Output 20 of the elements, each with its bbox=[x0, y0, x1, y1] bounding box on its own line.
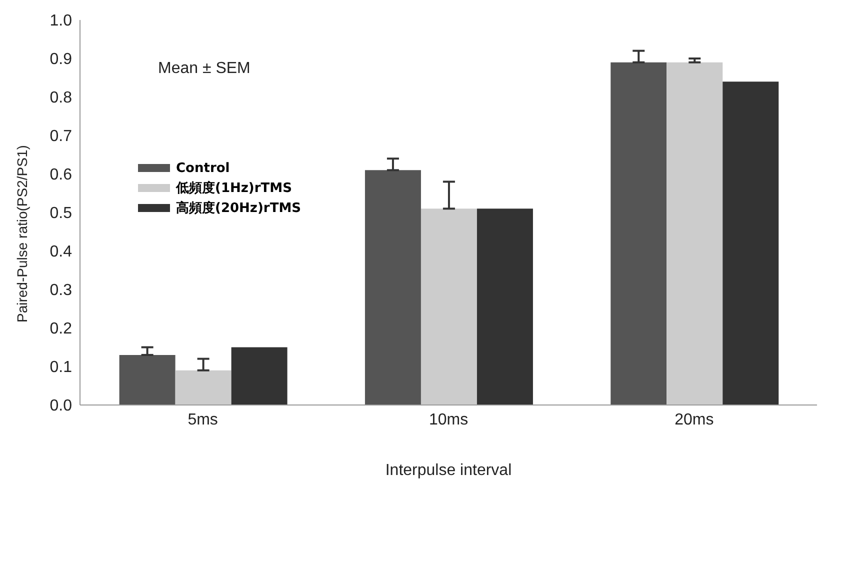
y-tick-label: 0.7 bbox=[50, 128, 72, 146]
y-tick-label: 0.3 bbox=[50, 282, 72, 300]
legend-label: 低頻度(1Hz)rTMS bbox=[176, 180, 292, 197]
y-tick-label: 1.0 bbox=[50, 12, 72, 30]
legend-label: 高頻度(20Hz)rTMS bbox=[176, 200, 301, 217]
x-tick-label: 10ms bbox=[428, 411, 468, 428]
x-tick-label: 5ms bbox=[188, 411, 218, 428]
legend-label: Control bbox=[176, 160, 230, 176]
x-tick-label: 20ms bbox=[674, 411, 714, 428]
y-tick-label: 0.2 bbox=[50, 320, 72, 338]
y-tick-label: 0.4 bbox=[50, 244, 72, 261]
y-tick-label: 0.8 bbox=[50, 90, 72, 107]
y-tick-label: 0.1 bbox=[50, 359, 72, 376]
y-tick-label: 0.9 bbox=[50, 51, 72, 68]
x-axis-title: Interpulse interval bbox=[385, 462, 512, 479]
y-tick-label: 0.0 bbox=[50, 398, 72, 415]
y-tick-label: 0.5 bbox=[50, 205, 72, 222]
y-tick-label: 0.6 bbox=[50, 166, 72, 184]
y-axis-title: Paired-Pulse ratio(PS2/PS1) bbox=[14, 145, 30, 322]
annotation: Mean ± SEM bbox=[158, 60, 250, 78]
